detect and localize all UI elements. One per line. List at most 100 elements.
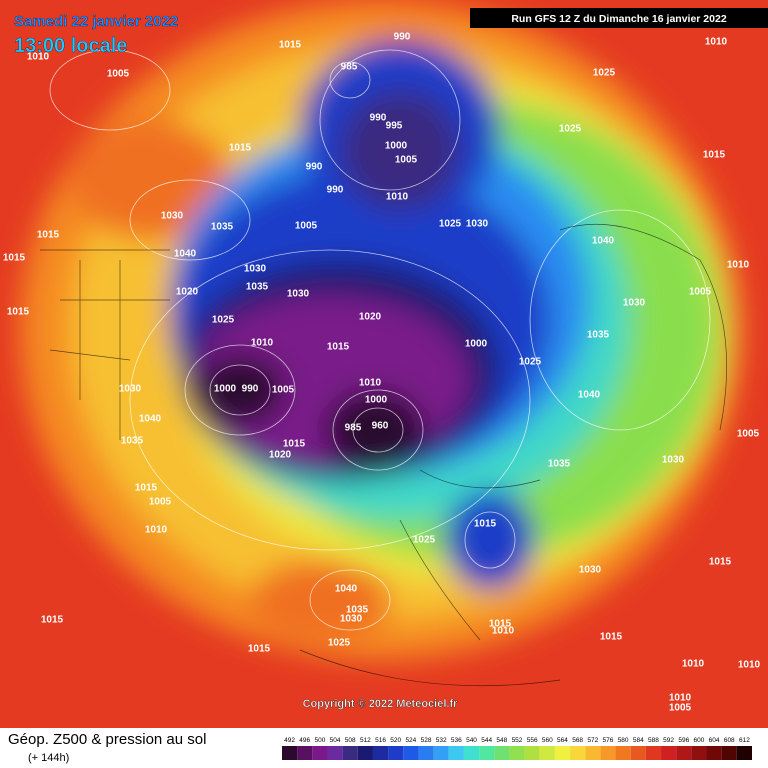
scale-label: 544 <box>481 737 492 744</box>
scale-swatch <box>539 746 555 760</box>
footer-lead: (+ 144h) <box>28 752 69 764</box>
scale-swatch <box>357 746 373 760</box>
isobar-label: 1025 <box>519 357 542 368</box>
isobar-label: 1020 <box>176 287 199 298</box>
isobar-label: 1005 <box>107 69 130 80</box>
isobar-label: 1000 <box>365 395 388 406</box>
scale-label: 568 <box>572 737 583 744</box>
isobar-label: 1015 <box>229 143 252 154</box>
scale-swatch <box>372 746 389 760</box>
isobar-label: 1010 <box>359 378 382 389</box>
isobar-label: 1015 <box>600 632 623 643</box>
run-box <box>470 8 768 28</box>
isobar-label: 1015 <box>135 483 158 494</box>
isobar-label: 1010 <box>738 660 761 671</box>
isobar-label: 1005 <box>689 287 712 298</box>
scale-swatch <box>524 746 540 760</box>
isobar-label: 1015 <box>37 230 60 241</box>
isobar-label: 1015 <box>279 40 302 51</box>
isobar-label: 1010 <box>145 525 168 536</box>
isobar-label: 1015 <box>248 644 271 655</box>
scale-swatch <box>312 746 328 760</box>
isobar-label: 1015 <box>283 439 306 450</box>
isobar-label: 1030 <box>466 219 489 230</box>
isobar-label: 1010 <box>492 626 515 637</box>
isobar-label: 1030 <box>244 264 267 275</box>
isobar-label: 1015 <box>489 619 512 630</box>
scale-swatch <box>736 746 752 760</box>
isobar-label: 1030 <box>340 614 363 625</box>
isobar-label: 1015 <box>474 519 497 530</box>
scale-swatch <box>676 746 692 760</box>
scale-label: 588 <box>648 737 659 744</box>
scale-swatch <box>615 746 631 760</box>
scale-label: 572 <box>587 737 598 744</box>
scale-label: 596 <box>678 737 689 744</box>
geopotential-field <box>0 0 768 728</box>
scale-swatch <box>600 746 616 760</box>
scale-swatch <box>706 746 722 760</box>
footer-title: Géop. Z500 & pression au sol <box>8 731 206 748</box>
scale-label: 508 <box>345 737 356 744</box>
isobar-label: 990 <box>242 384 259 395</box>
scale-swatch <box>403 746 419 760</box>
scale-label: 552 <box>512 737 523 744</box>
scale-swatch <box>691 746 707 760</box>
isobar-label: 1040 <box>335 584 358 595</box>
scale-swatch <box>388 746 404 760</box>
isobar-label: 1015 <box>7 307 30 318</box>
scale-label: 496 <box>299 737 310 744</box>
isobar-label: 1030 <box>161 211 184 222</box>
scale-label: 584 <box>633 737 644 744</box>
scale-label: 492 <box>284 737 295 744</box>
scale-label: 604 <box>709 737 720 744</box>
scale-label: 580 <box>618 737 629 744</box>
scale-label: 548 <box>496 737 507 744</box>
isobar-label: 1035 <box>211 222 234 233</box>
scale-label: 516 <box>375 737 386 744</box>
scale-label: 512 <box>360 737 371 744</box>
isobar-label: 990 <box>327 185 344 196</box>
isobar-label: 1040 <box>139 414 162 425</box>
isobar-label: 1025 <box>439 219 462 230</box>
scale-label: 536 <box>451 737 462 744</box>
isobar-label: 1005 <box>272 385 295 396</box>
scale-swatch <box>418 746 434 760</box>
isobar-label: 1010 <box>682 659 705 670</box>
isobar-label: 1020 <box>269 450 292 461</box>
isobar-label: 1040 <box>174 249 197 260</box>
isobar-label: 1030 <box>662 455 685 466</box>
isobar-label: 1015 <box>3 253 26 264</box>
isobar-label: 1005 <box>669 703 692 714</box>
isobar-label: 1030 <box>287 289 310 300</box>
scale-label: 564 <box>557 737 568 744</box>
scale-swatch <box>630 746 646 760</box>
scale-label: 524 <box>405 737 416 744</box>
scale-label: 612 <box>739 737 750 744</box>
scale-swatch <box>509 746 525 760</box>
scale-label: 576 <box>603 737 614 744</box>
valid-time: 13:00 locale <box>14 35 127 57</box>
isobar-label: 1035 <box>346 605 369 616</box>
scale-label: 500 <box>314 737 325 744</box>
scale-label: 540 <box>466 737 477 744</box>
scale-label: 608 <box>724 737 735 744</box>
isobar-label: 960 <box>372 421 389 432</box>
isobar-label: 1035 <box>548 459 571 470</box>
isobar-label: 1040 <box>592 236 615 247</box>
isobar-label: 1030 <box>579 565 602 576</box>
isobar-label: 1010 <box>27 52 50 63</box>
isobar-label: 1005 <box>737 429 760 440</box>
copyright: Copyright © 2022 Meteociel.fr <box>303 698 459 710</box>
scale-swatch <box>554 746 571 760</box>
isobar-label: 1040 <box>578 390 601 401</box>
scale-swatch <box>585 746 601 760</box>
isobar-label: 990 <box>370 113 387 124</box>
isobar-label: 1025 <box>559 124 582 135</box>
isobar-label: 1025 <box>593 68 616 79</box>
isobar-label: 1000 <box>465 339 488 350</box>
scale-label: 556 <box>527 737 538 744</box>
isobar-label: 1010 <box>386 192 409 203</box>
isobar-label: 990 <box>394 32 411 43</box>
